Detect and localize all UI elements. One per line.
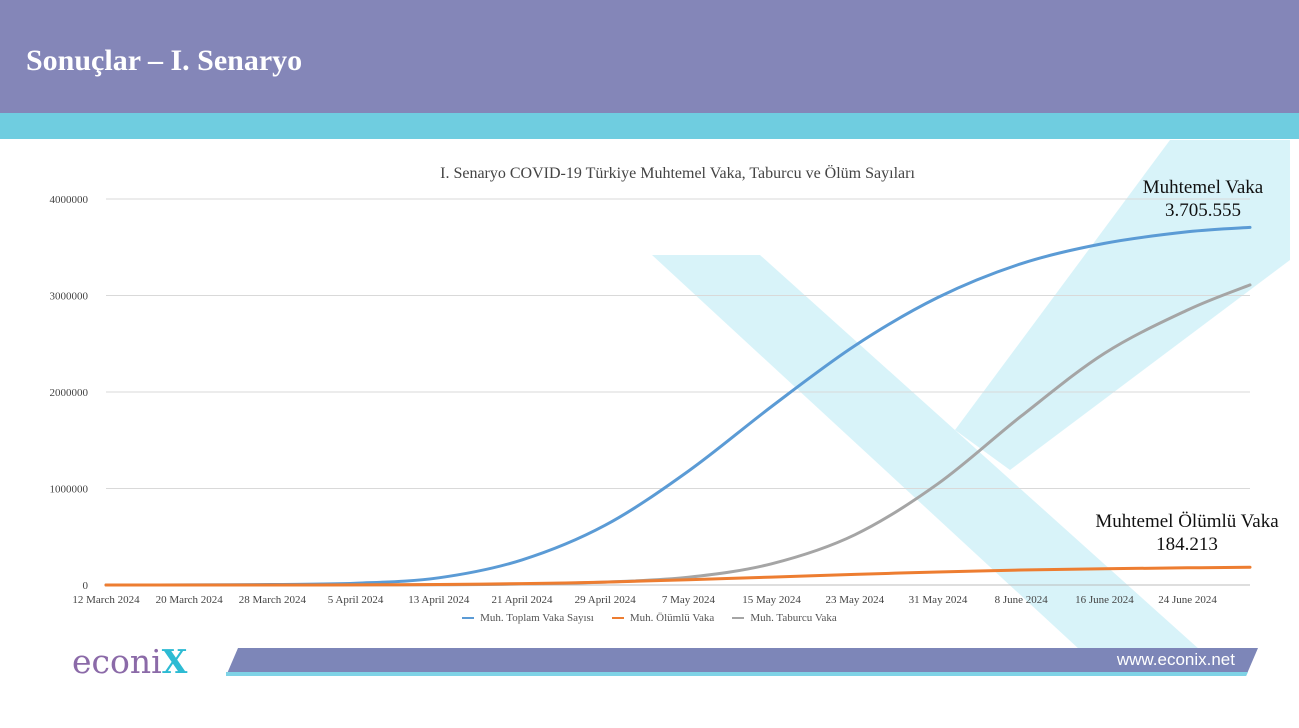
x-tick-label: 20 March 2024 bbox=[156, 594, 224, 606]
x-tick-label: 7 May 2024 bbox=[662, 594, 716, 606]
x-tick-label: 12 March 2024 bbox=[72, 594, 140, 606]
footer-bar bbox=[226, 648, 1258, 676]
cases-annotation-value: 3.705.555 bbox=[1165, 200, 1241, 221]
x-tick-label: 16 June 2024 bbox=[1075, 594, 1134, 606]
x-tick-label: 8 June 2024 bbox=[995, 594, 1049, 606]
x-tick-label: 28 March 2024 bbox=[239, 594, 307, 606]
logo-text: econi bbox=[72, 642, 162, 681]
y-tick-label: 0 bbox=[83, 580, 89, 592]
x-tick-label: 15 May 2024 bbox=[742, 594, 801, 606]
page-title: Sonuçlar – I. Senaryo bbox=[26, 44, 303, 77]
x-tick-label: 21 April 2024 bbox=[491, 594, 553, 606]
y-tick-label: 3000000 bbox=[50, 291, 89, 303]
x-tick-label: 31 May 2024 bbox=[909, 594, 968, 606]
y-tick-label: 4000000 bbox=[50, 194, 89, 206]
x-tick-label: 29 April 2024 bbox=[575, 594, 637, 606]
header-bar: Sonuçlar – I. Senaryo bbox=[0, 0, 1299, 113]
legend-swatch-cases bbox=[462, 617, 475, 619]
x-tick-label: 5 April 2024 bbox=[328, 594, 384, 606]
y-tick-label: 2000000 bbox=[50, 387, 89, 399]
x-tick-label: 24 June 2024 bbox=[1158, 594, 1217, 606]
series-layer bbox=[104, 225, 1252, 587]
cases-annotation-label: Muhtemel Vaka bbox=[1142, 177, 1264, 198]
econix-logo: econiX bbox=[72, 642, 187, 681]
line-chart: 0 1000000 2000000 3000000 4000000 12 March 2… bbox=[50, 194, 1252, 606]
deaths-annotation-label: Muhtemel Ölümlü Vaka bbox=[1095, 511, 1279, 532]
y-tick-layer: 0 1000000 2000000 3000000 4000000 bbox=[50, 194, 89, 592]
legend-label-discharged: Muh. Taburcu Vaka bbox=[750, 612, 837, 624]
deaths-annotation-value: 184.213 bbox=[1156, 534, 1218, 555]
footer-url[interactable]: www.econix.net bbox=[1116, 650, 1235, 669]
series-line-deaths bbox=[104, 565, 1252, 587]
x-tick-layer: 12 March 2024 20 March 2024 28 March 2024 5… bbox=[72, 594, 1217, 606]
chart-legend: Muh. Toplam Vaka Sayısı Muh. Ölümlü Vaka… bbox=[0, 612, 1299, 624]
x-tick-label: 23 May 2024 bbox=[825, 594, 884, 606]
cases-annotation: Muhtemel Vaka 3.705.555 bbox=[1118, 176, 1288, 222]
y-tick-label: 1000000 bbox=[50, 484, 89, 496]
deaths-annotation: Muhtemel Ölümlü Vaka 184.213 bbox=[1076, 510, 1298, 556]
legend-item-deaths: Muh. Ölümlü Vaka bbox=[611, 612, 715, 624]
chart-title: I. Senaryo COVID-19 Türkiye Muhtemel Vak… bbox=[440, 165, 915, 182]
header-stripe bbox=[0, 113, 1299, 139]
legend-label-deaths: Muh. Ölümlü Vaka bbox=[629, 612, 715, 624]
legend-item-cases: Muh. Toplam Vaka Sayısı bbox=[462, 612, 594, 624]
legend-item-discharged: Muh. Taburcu Vaka bbox=[732, 612, 837, 624]
x-tick-label: 13 April 2024 bbox=[408, 594, 470, 606]
legend-swatch-deaths bbox=[611, 617, 624, 619]
legend-label-cases: Muh. Toplam Vaka Sayısı bbox=[480, 612, 594, 624]
legend-swatch-discharged bbox=[732, 617, 745, 619]
logo-x: X bbox=[161, 642, 188, 681]
